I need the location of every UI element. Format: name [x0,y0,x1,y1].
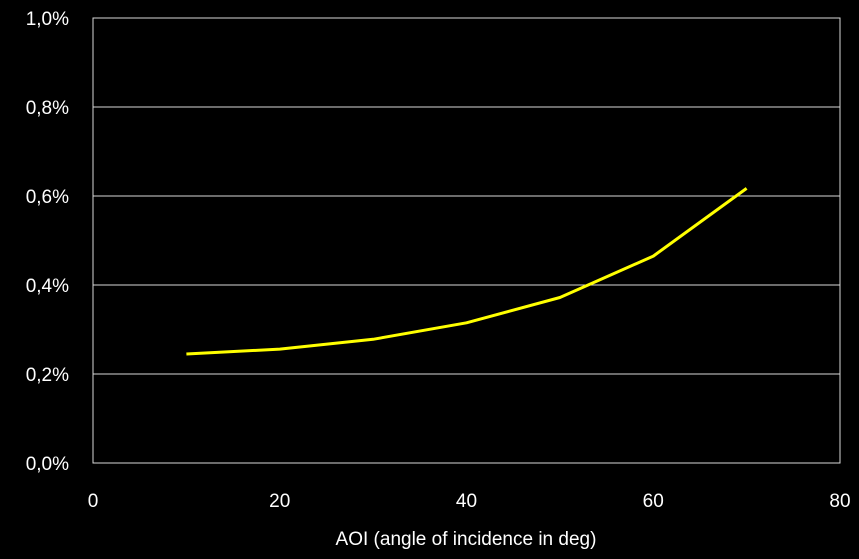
x-tick-label: 40 [456,491,477,512]
y-tick-label: 0,6% [26,187,69,208]
plot-border [92,17,841,464]
y-tick-labels: 0,0% 0,2% 0,4% 0,6% 0,8% 1,0% [26,9,69,475]
plot-frame [92,17,841,464]
y-tick-label: 0,2% [26,365,69,386]
series-line [186,187,748,356]
x-tick-label: 20 [269,491,290,512]
y-tick-label: 0,8% [26,98,69,119]
series-layer [186,187,748,356]
y-tick-label: 0,0% [26,454,69,475]
x-axis-title: AOI (angle of incidence in deg) [336,529,597,550]
x-tick-labels: 0 20 40 60 80 [88,491,851,512]
y-tick-label: 0,4% [26,276,69,297]
y-tick-label: 1,0% [26,9,69,30]
x-tick-label: 60 [643,491,664,512]
x-tick-label: 80 [829,491,850,512]
x-tick-label: 0 [88,491,99,512]
grid-lines [93,17,840,375]
